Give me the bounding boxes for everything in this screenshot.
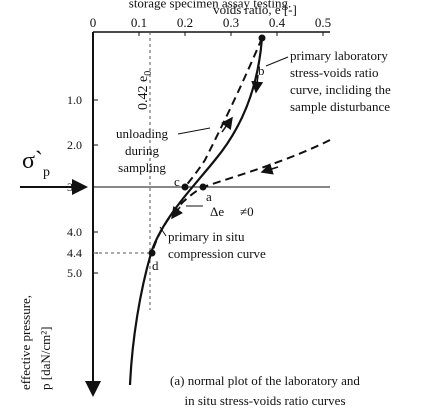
y-tick-label: 1.0 (67, 93, 82, 107)
y-tick-label: 5.0 (67, 266, 82, 280)
label-b: b (258, 63, 265, 78)
unloading-curve (184, 37, 263, 188)
label-c: c (174, 174, 180, 189)
neq-zero: ≠0 (240, 204, 254, 219)
unloading-label: unloading (116, 126, 168, 141)
arrow (251, 74, 264, 94)
x-ticks: 0 0.1 0.2 0.3 0.4 0.5 (90, 15, 331, 36)
label-a: a (206, 189, 212, 204)
label-d: d (152, 258, 159, 273)
x-tick-label: 0.2 (177, 15, 193, 30)
insitu-label: primary in situ (168, 229, 245, 244)
point-a (199, 183, 207, 191)
x-tick-label: 0 (90, 15, 97, 30)
lab-label: primary laboratory (290, 48, 388, 63)
header-text: storage specimen assay testing. (129, 0, 291, 11)
leader (265, 56, 289, 67)
lab-curve (128, 37, 264, 386)
x-tick-label: 0.1 (131, 15, 147, 30)
lab-label: curve, incliding the (290, 82, 391, 97)
point-c (181, 183, 189, 191)
point-d (148, 249, 156, 257)
y-axis-label: p [daN/cm²] (38, 327, 53, 390)
y-tick-label: 4.0 (67, 225, 82, 239)
y-tick-label: 2.0 (67, 138, 82, 152)
unloading-label: sampling (118, 160, 166, 175)
arrow (260, 163, 279, 175)
x-tick-label: 0.4 (269, 15, 286, 30)
lab-label: sample disturbance (290, 99, 390, 114)
unloading-label: during (125, 143, 159, 158)
sigma-label: σ`p (22, 148, 50, 180)
y-axis-label: effective pressure, (18, 295, 33, 390)
y-tick-label: 4.4 (67, 246, 82, 260)
lab-label: stress-voids ratio (290, 65, 378, 80)
arrow (221, 116, 233, 133)
caption: in situ stress-voids ratio curves (184, 393, 345, 408)
x-tick-label: 0.5 (315, 15, 331, 30)
delta-e: Δe (210, 204, 224, 219)
x-axis-label: voids ratio, e [-] (213, 2, 297, 17)
arrow (171, 205, 184, 220)
point-b (258, 34, 266, 42)
leader (177, 127, 211, 135)
caption: (a) normal plot of the laboratory and (170, 373, 360, 388)
insitu-label: compression curve (168, 246, 266, 261)
e0-label: 0.42 e0 (136, 71, 154, 110)
x-tick-label: 0.3 (223, 15, 239, 30)
leader (159, 226, 167, 237)
